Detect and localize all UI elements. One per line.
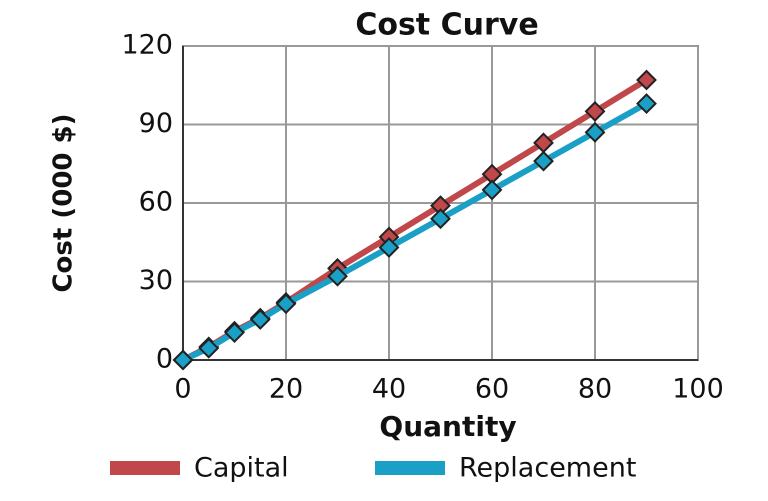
point-marker	[584, 121, 606, 143]
point-marker	[584, 101, 606, 122]
x-tick-label: 60	[475, 374, 509, 405]
legend-label: Replacement	[459, 453, 636, 484]
point-marker	[533, 150, 554, 172]
point-marker	[378, 237, 400, 258]
y-tick-label: 30	[139, 265, 173, 296]
point-marker	[481, 179, 503, 201]
legend-label: Capital	[194, 453, 289, 484]
x-tick-label: 20	[269, 374, 303, 405]
point-marker	[636, 93, 657, 114]
point-marker	[249, 309, 271, 330]
chart-title: Cost Curve	[355, 8, 538, 43]
point-marker	[224, 322, 245, 343]
point-marker	[430, 208, 451, 230]
legend-swatch	[110, 461, 180, 475]
point-marker	[172, 349, 194, 371]
point-marker	[636, 69, 657, 91]
y-tick-label: 90	[139, 108, 173, 139]
x-tick-label: 100	[672, 374, 724, 405]
y-tick-label: 60	[139, 187, 173, 218]
point-marker	[198, 337, 220, 359]
x-tick-label: 0	[174, 374, 191, 405]
point-marker	[275, 293, 297, 315]
x-tick-label: 40	[372, 374, 406, 405]
point-marker	[327, 265, 348, 287]
y-axis-label: Cost (000 $)	[49, 113, 79, 292]
y-tick-label: 120	[121, 30, 173, 61]
x-tick-label: 80	[578, 374, 612, 405]
legend-swatch	[375, 461, 445, 475]
y-tick-label: 0	[156, 344, 173, 375]
x-axis-label: Quantity	[379, 410, 516, 443]
